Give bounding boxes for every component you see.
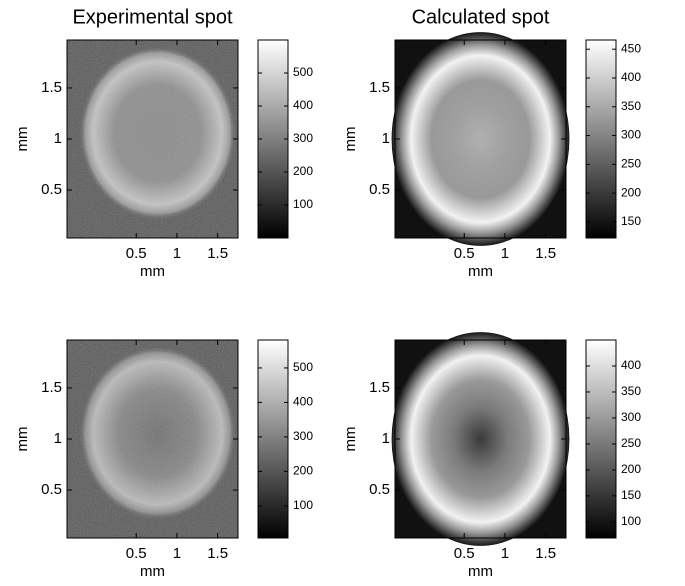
- colorbar-tick-label: 150: [621, 488, 641, 502]
- y-axis-label: mm: [342, 127, 359, 152]
- spot: [78, 345, 237, 521]
- x-tick-label: 0.5: [454, 545, 475, 562]
- colorbar-tick-label: 400: [293, 98, 313, 112]
- heatmap-image: [391, 32, 570, 246]
- y-tick-label: 0.5: [369, 181, 390, 198]
- y-tick-label: 0.5: [41, 481, 62, 498]
- colorbar-tick-label: 100: [621, 514, 641, 528]
- panel-title: Calculated spot: [412, 6, 550, 28]
- y-tick-label: 0.5: [41, 181, 62, 198]
- colorbar: [257, 39, 289, 239]
- colorbar-tick-label: 450: [621, 41, 641, 55]
- x-tick-label: 1: [173, 245, 181, 262]
- y-axis-label: mm: [14, 127, 31, 152]
- spot: [78, 45, 237, 221]
- colorbar-tick-label: 100: [293, 498, 313, 512]
- x-tick-label: 1.5: [535, 245, 556, 262]
- y-tick-label: 0.5: [369, 481, 390, 498]
- colorbar-tick-label: 400: [293, 395, 313, 409]
- colorbar: [585, 39, 617, 239]
- colorbar: [585, 339, 617, 539]
- x-axis-label: mm: [468, 563, 493, 580]
- colorbar-tick-label: 400: [621, 358, 641, 372]
- x-axis-label: mm: [140, 263, 165, 280]
- colorbar-tick-label: 350: [621, 99, 641, 113]
- heatmap-image: [67, 340, 238, 538]
- heatmap-image: [67, 40, 238, 238]
- panel-title: Experimental spot: [72, 6, 233, 28]
- y-tick-label: 1.5: [369, 79, 390, 96]
- colorbar-tick-label: 200: [621, 462, 641, 476]
- x-axis-label: mm: [140, 563, 165, 580]
- spot: [391, 32, 570, 246]
- colorbar-tick-label: 250: [621, 436, 641, 450]
- colorbar-tick-label: 300: [621, 410, 641, 424]
- y-tick-label: 1: [382, 130, 390, 147]
- x-tick-label: 1: [501, 545, 509, 562]
- colorbar-tick-label: 200: [621, 185, 641, 199]
- x-tick-label: 1.5: [207, 245, 228, 262]
- y-tick-label: 1.5: [41, 379, 62, 396]
- x-tick-label: 0.5: [126, 545, 147, 562]
- colorbar-tick-label: 300: [621, 128, 641, 142]
- colorbar-tick-label: 200: [293, 464, 313, 478]
- y-tick-label: 1.5: [41, 79, 62, 96]
- colorbar-tick-label: 300: [293, 429, 313, 443]
- colorbar: [257, 339, 289, 539]
- y-tick-label: 1: [54, 430, 62, 447]
- colorbar-tick-label: 150: [621, 214, 641, 228]
- y-tick-label: 1.5: [369, 379, 390, 396]
- y-tick-label: 1: [54, 130, 62, 147]
- x-tick-label: 0.5: [454, 245, 475, 262]
- x-tick-label: 1.5: [535, 545, 556, 562]
- colorbar-tick-label: 400: [621, 70, 641, 84]
- x-tick-label: 1: [173, 545, 181, 562]
- x-tick-label: 1: [501, 245, 509, 262]
- x-tick-label: 1.5: [207, 545, 228, 562]
- colorbar-tick-label: 200: [293, 164, 313, 178]
- x-axis-label: mm: [468, 263, 493, 280]
- y-axis-label: mm: [342, 427, 359, 452]
- colorbar-tick-label: 250: [621, 156, 641, 170]
- x-tick-label: 0.5: [126, 245, 147, 262]
- colorbar-tick-label: 300: [293, 131, 313, 145]
- y-axis-label: mm: [14, 427, 31, 452]
- colorbar-tick-label: 350: [621, 384, 641, 398]
- colorbar-tick-label: 500: [293, 360, 313, 374]
- colorbar-tick-label: 500: [293, 65, 313, 79]
- heatmap-image: [391, 332, 570, 546]
- y-tick-label: 1: [382, 430, 390, 447]
- colorbar-tick-label: 100: [293, 197, 313, 211]
- spot: [391, 332, 570, 546]
